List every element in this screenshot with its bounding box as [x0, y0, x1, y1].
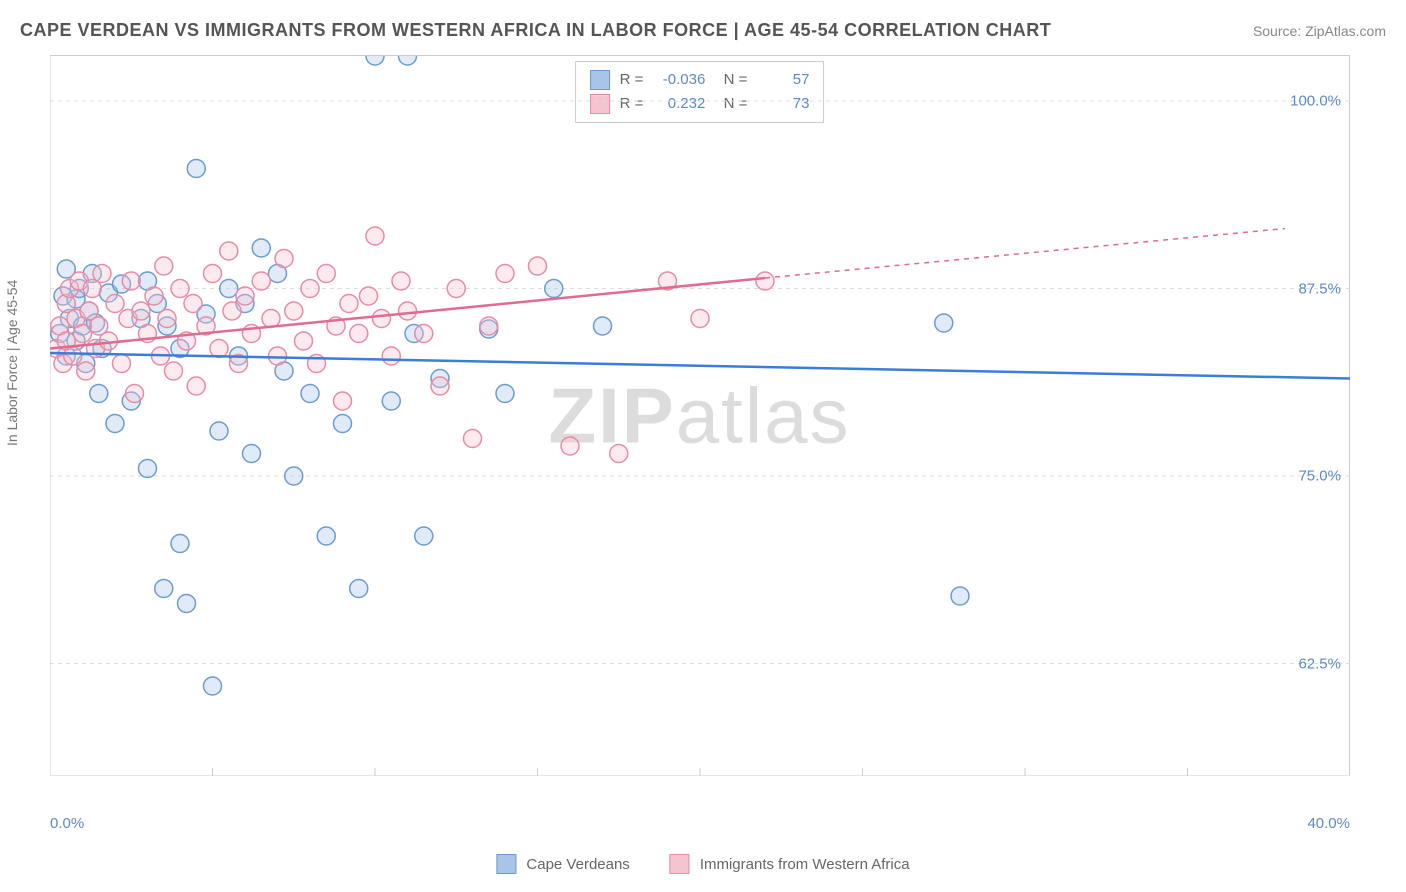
y-axis-label: In Labor Force | Age 45-54: [4, 280, 20, 446]
y-tick-label: 100.0%: [1290, 93, 1341, 110]
swatch-series-2-icon: [670, 854, 690, 874]
x-axis-min: 0.0%: [50, 815, 84, 832]
y-tick-label: 75.0%: [1298, 468, 1341, 485]
legend-item-series-2: Immigrants from Western Africa: [670, 854, 910, 874]
scatter-plot-svg: [50, 56, 1350, 776]
y-tick-label: 87.5%: [1298, 280, 1341, 297]
chart-header: CAPE VERDEAN VS IMMIGRANTS FROM WESTERN …: [20, 20, 1386, 41]
chart-title: CAPE VERDEAN VS IMMIGRANTS FROM WESTERN …: [20, 20, 1051, 41]
series-legend: Cape Verdeans Immigrants from Western Af…: [496, 854, 909, 874]
x-axis-max: 40.0%: [1307, 815, 1350, 832]
legend-label-2: Immigrants from Western Africa: [700, 856, 910, 873]
legend-item-series-1: Cape Verdeans: [496, 854, 629, 874]
legend-label-1: Cape Verdeans: [526, 856, 629, 873]
source-attribution: Source: ZipAtlas.com: [1253, 23, 1386, 39]
swatch-series-1-icon: [496, 854, 516, 874]
y-tick-label: 62.5%: [1298, 655, 1341, 672]
chart-plot-area: ZIPatlas R = -0.036 N = 57 R = 0.232 N =…: [50, 55, 1350, 775]
